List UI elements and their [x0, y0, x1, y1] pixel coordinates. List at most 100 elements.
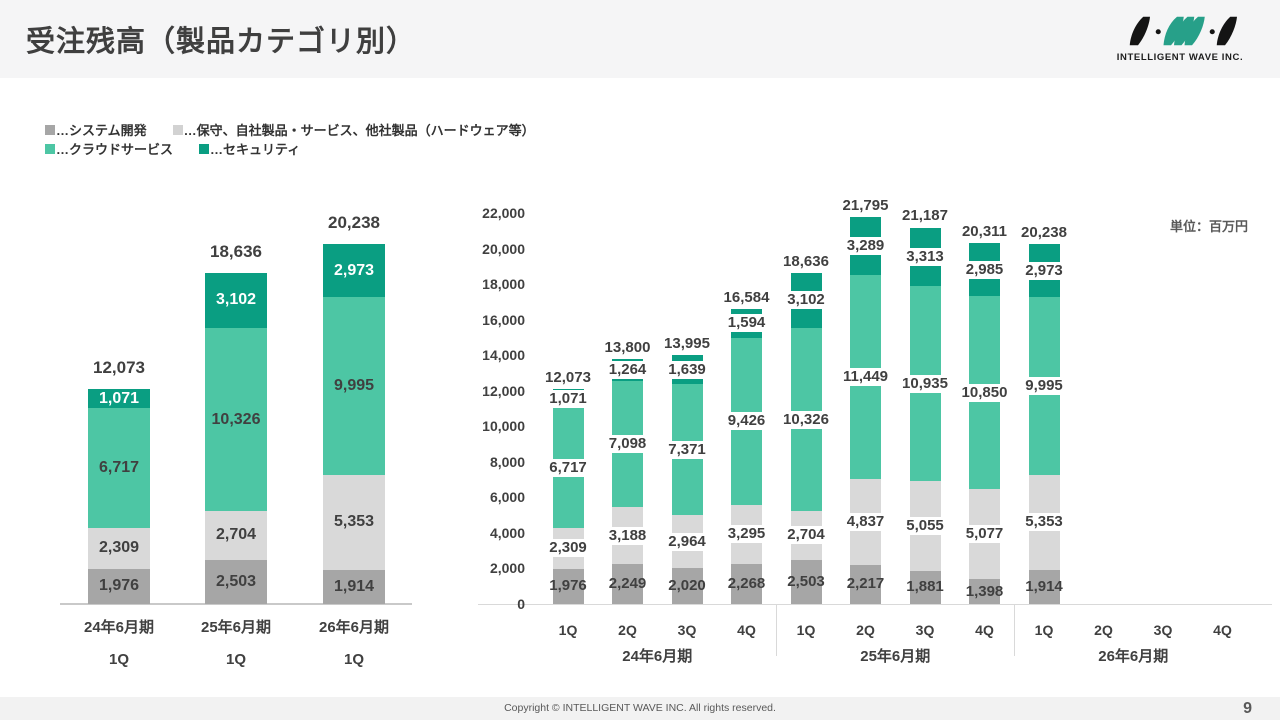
segment-label: 5,077 — [963, 525, 1006, 544]
logo-company-name: INTELLIGENT WAVE INC. — [1116, 51, 1244, 63]
segment-label: 2,973 — [333, 261, 375, 279]
copyright-text: Copyright © INTELLIGENT WAVE INC. All ri… — [504, 702, 776, 714]
segment-label: 2,249 — [608, 575, 647, 592]
segment-label: 1,398 — [965, 582, 1004, 600]
segment-label: 7,371 — [666, 440, 708, 459]
segment-label: 9,426 — [725, 412, 768, 431]
quarter-label: 2Q — [618, 622, 637, 638]
quarter-label: 1Q — [558, 622, 578, 638]
category-year-label: 26年6月期 — [318, 619, 390, 636]
total-label: 21,795 — [842, 196, 889, 214]
y-axis-tick-label: 12,000 — [482, 382, 525, 399]
segment-label: 2,985 — [963, 260, 1006, 279]
year-label: 24年6月期 — [622, 648, 693, 665]
bar-segment — [205, 327, 267, 512]
segment-label: 2,704 — [215, 526, 257, 544]
bar-segment — [323, 569, 385, 604]
segment-label: 2,217 — [846, 575, 885, 593]
legend-row-1: …システム開発 …保守、自社製品・サービス、他社製品（ハードウェア等） — [45, 120, 561, 139]
total-label: 20,238 — [328, 213, 380, 233]
segment-label: 2,020 — [668, 577, 706, 595]
y-axis-tick-label: 6,000 — [489, 489, 525, 506]
total-label: 12,073 — [545, 369, 591, 387]
total-label: 18,636 — [210, 241, 262, 261]
total-label: 13,800 — [604, 338, 651, 356]
chart-legend: …システム開発 …保守、自社製品・サービス、他社製品（ハードウェア等） …クラウド… — [45, 120, 561, 158]
legend-label: …保守、自社製品・サービス、他社製品（ハードウェア等） — [183, 123, 535, 138]
segment-label: 1,639 — [666, 360, 708, 379]
bar-segment — [969, 579, 1000, 604]
legend-item: …セキュリティ — [199, 139, 300, 158]
segment-label: 1,594 — [725, 314, 768, 333]
legend-label: …クラウドサービス — [56, 142, 174, 157]
y-axis-tick-label: 10,000 — [482, 418, 525, 435]
total-label: 20,238 — [1021, 224, 1067, 242]
quarter-label: 3Q — [1153, 622, 1173, 638]
slide-footer: Copyright © INTELLIGENT WAVE INC. All ri… — [0, 697, 1280, 720]
segment-label: 4,837 — [844, 512, 887, 531]
quarter-label: 4Q — [1213, 622, 1232, 638]
total-label: 12,073 — [93, 358, 145, 378]
quarter-label: 2Q — [1094, 622, 1113, 638]
y-axis-tick-label: 2,000 — [489, 560, 525, 577]
segment-label: 5,353 — [333, 513, 375, 531]
segment-label: 10,326 — [781, 410, 831, 429]
page-number: 9 — [1243, 700, 1252, 717]
bar-segment — [323, 297, 385, 475]
y-axis-tick-label: 16,000 — [482, 311, 525, 328]
bar-segment — [850, 564, 881, 604]
category-quarter-label: 1Q — [343, 651, 365, 668]
y-axis-tick-label: 14,000 — [482, 347, 525, 364]
segment-label: 2,309 — [98, 539, 140, 557]
year-label: 26年6月期 — [1098, 648, 1169, 665]
bar-segment — [612, 564, 643, 604]
bar-segment — [205, 272, 267, 328]
segment-label: 6,717 — [98, 459, 140, 477]
category-year-label: 25年6月期 — [200, 619, 272, 636]
quarter-label: 2Q — [856, 622, 875, 638]
bar-segment — [88, 408, 150, 528]
segment-label: 1,976 — [98, 577, 140, 595]
segment-label: 3,188 — [606, 526, 649, 545]
legend-item: …クラウドサービス — [45, 139, 173, 158]
segment-label: 5,055 — [904, 516, 946, 535]
segment-label: 9,995 — [1023, 377, 1065, 396]
unit-note: 単位：百万円 — [1169, 219, 1248, 234]
segment-label: 2,964 — [666, 532, 708, 551]
y-axis-tick-label: 20,000 — [482, 240, 525, 257]
segment-label: 1,264 — [606, 360, 649, 379]
slide-header: 受注残高（製品カテゴリ別） INTELLIGENT WAVE INC. — [0, 0, 1280, 78]
segment-label: 10,850 — [959, 383, 1010, 402]
quarter-label: 4Q — [975, 622, 994, 638]
segment-label: 9,995 — [333, 377, 375, 395]
legend-label: …セキュリティ — [210, 142, 301, 157]
bar-segment — [731, 563, 762, 604]
segment-label: 1,914 — [333, 577, 375, 595]
year-separator — [1014, 604, 1016, 656]
quarter-label: 1Q — [1034, 622, 1054, 638]
legend-label: …システム開発 — [56, 123, 147, 138]
segment-label: 3,102 — [215, 291, 257, 309]
iwi-logo-icon — [1129, 16, 1237, 45]
segment-label: 10,326 — [211, 410, 261, 428]
segment-label: 1,071 — [547, 389, 589, 408]
segment-label: 3,313 — [904, 247, 946, 266]
bar-segment — [323, 474, 385, 570]
total-label: 18,636 — [783, 252, 829, 270]
segment-label: 1,914 — [1025, 577, 1063, 595]
year-separator — [776, 604, 778, 656]
quarter-label: 4Q — [737, 622, 756, 638]
total-label: 16,584 — [723, 289, 770, 307]
legend-marker-icon — [199, 143, 210, 154]
legend-item: …システム開発 — [45, 120, 147, 139]
category-quarter-label: 1Q — [108, 651, 130, 668]
legend-marker-icon — [45, 124, 55, 135]
bar-segment — [205, 511, 267, 560]
total-label: 21,187 — [902, 207, 948, 225]
y-axis-tick-label: 4,000 — [489, 524, 525, 541]
legend-marker-icon — [45, 143, 55, 154]
bar-segment — [88, 389, 150, 409]
quarter-label: 3Q — [677, 622, 697, 638]
bar-segment — [790, 559, 822, 604]
